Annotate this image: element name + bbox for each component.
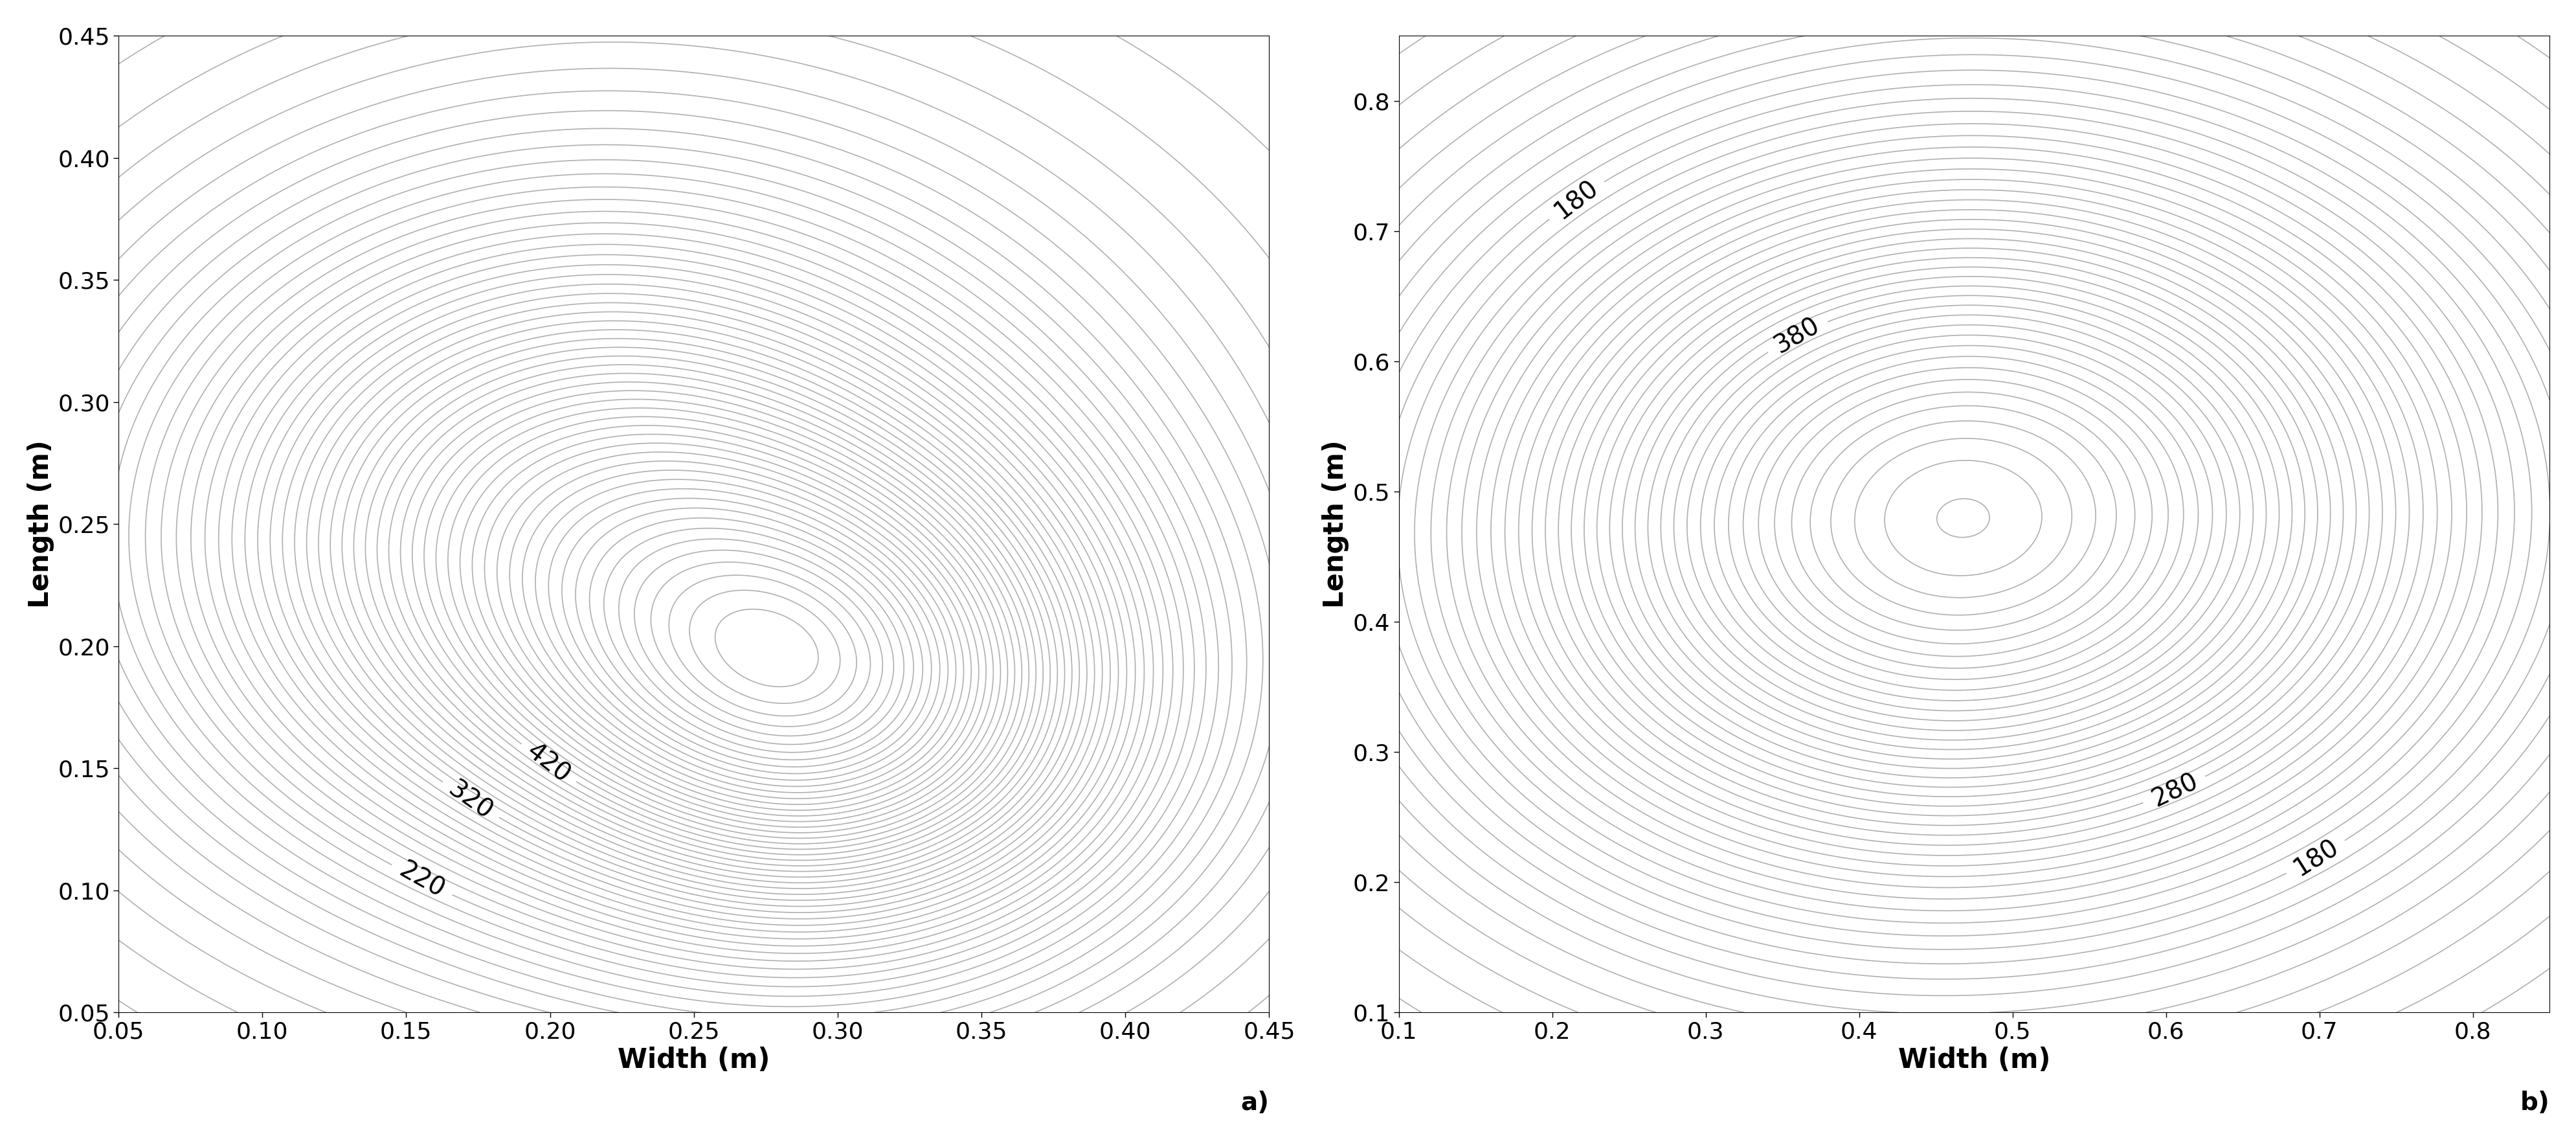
Text: 280: 280: [2148, 769, 2200, 812]
X-axis label: Width (m): Width (m): [1899, 1047, 2050, 1074]
Text: a): a): [1242, 1091, 1270, 1116]
Text: 380: 380: [1770, 313, 1824, 358]
Y-axis label: Length (m): Length (m): [1321, 440, 1350, 608]
Text: b): b): [2519, 1091, 2550, 1116]
Y-axis label: Length (m): Length (m): [26, 440, 54, 608]
Text: 180: 180: [2287, 835, 2342, 881]
Text: 420: 420: [520, 739, 574, 788]
Text: 180: 180: [1548, 176, 1602, 225]
Text: 320: 320: [443, 777, 497, 824]
Text: 220: 220: [394, 857, 448, 903]
X-axis label: Width (m): Width (m): [618, 1047, 770, 1074]
